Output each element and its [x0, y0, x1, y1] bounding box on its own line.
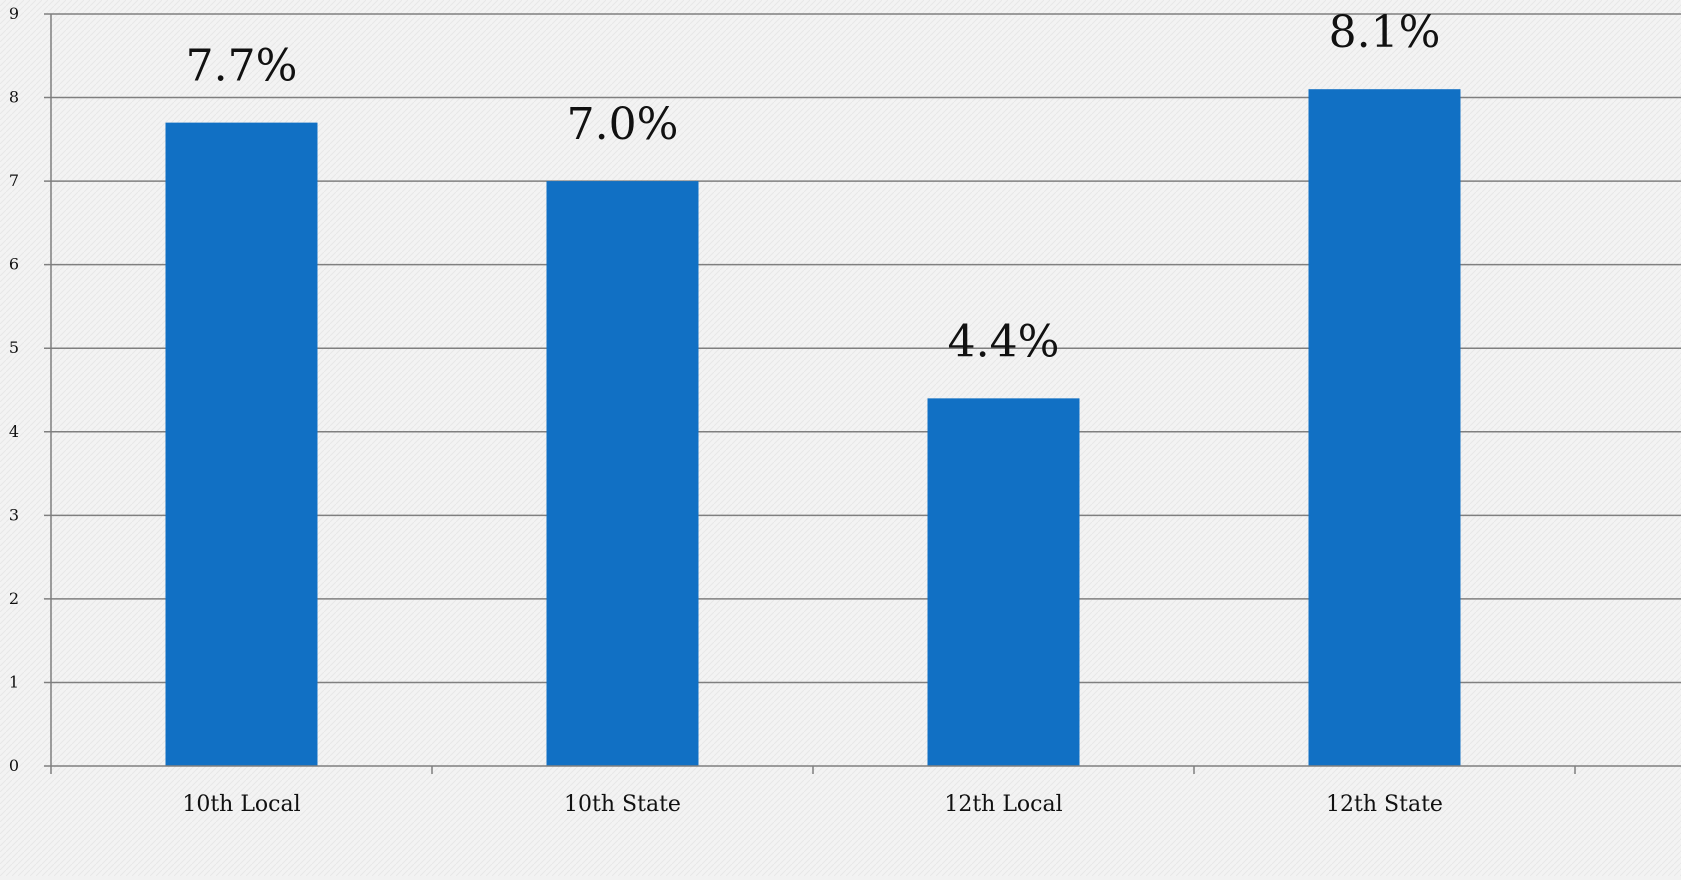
y-tick-label: 9: [9, 4, 19, 23]
x-tick-label: 12th State: [1326, 792, 1443, 817]
y-tick-label: 8: [9, 88, 19, 107]
y-tick-label: 1: [9, 672, 19, 691]
y-tick-label: 2: [9, 589, 19, 608]
bar: [546, 181, 699, 767]
data-label: 7.7%: [186, 41, 298, 92]
axes: [44, 14, 1681, 774]
y-tick-label: 5: [9, 338, 19, 357]
bar: [927, 398, 1080, 766]
y-tick-label: 3: [9, 505, 19, 524]
data-label: 8.1%: [1329, 7, 1441, 58]
bars: [165, 89, 1461, 767]
y-tick-label: 0: [9, 756, 19, 775]
y-tick-label: 4: [9, 422, 19, 441]
x-tick-label: 10th Local: [182, 792, 300, 817]
bar: [165, 122, 318, 767]
y-tick-label: 6: [9, 255, 19, 274]
labels: 0 1 2 3 4 5 6 7 8 9 10th Local 7.7% 10th State 7.0% 12…: [9, 4, 1443, 817]
data-label: 4.4%: [948, 316, 1060, 367]
y-tick-label: 7: [9, 171, 19, 190]
x-tick-label: 12th Local: [944, 792, 1062, 817]
x-tick-label: 10th State: [564, 792, 681, 817]
bar: [1308, 89, 1461, 766]
data-label: 7.0%: [567, 99, 679, 150]
